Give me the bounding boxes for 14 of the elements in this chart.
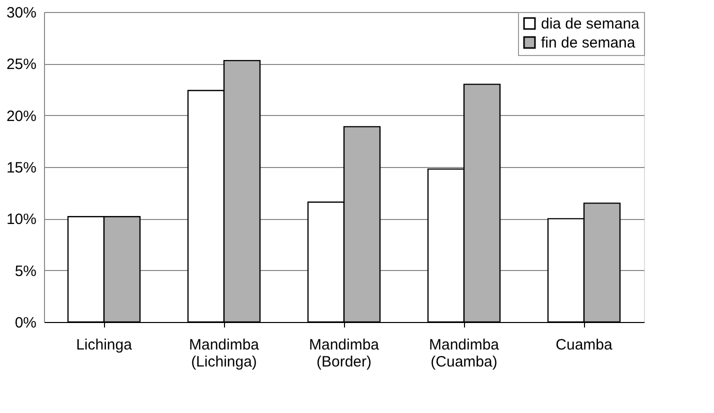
y-tick-label: 5%: [14, 262, 36, 280]
x-tick-label: Lichinga: [76, 336, 133, 354]
y-tick-label: 25%: [6, 56, 36, 74]
x-tick-label: Mandimba (Lichinga): [188, 336, 260, 370]
x-tick-label: Cuamba: [556, 336, 614, 354]
x-tick-label: Mandimba (Cuamba): [428, 336, 500, 370]
legend-label: fin de semana: [541, 34, 636, 52]
y-tick-label: 15%: [6, 160, 36, 176]
x-tick-label: Mandimba (Border): [308, 336, 380, 370]
y-tick-label: 0%: [14, 314, 36, 332]
legend-label: dia de semana: [541, 16, 640, 32]
y-tick-label: 20%: [6, 108, 36, 125]
y-tick-label: 30%: [6, 4, 36, 22]
y-tick-label: 10%: [6, 211, 36, 228]
